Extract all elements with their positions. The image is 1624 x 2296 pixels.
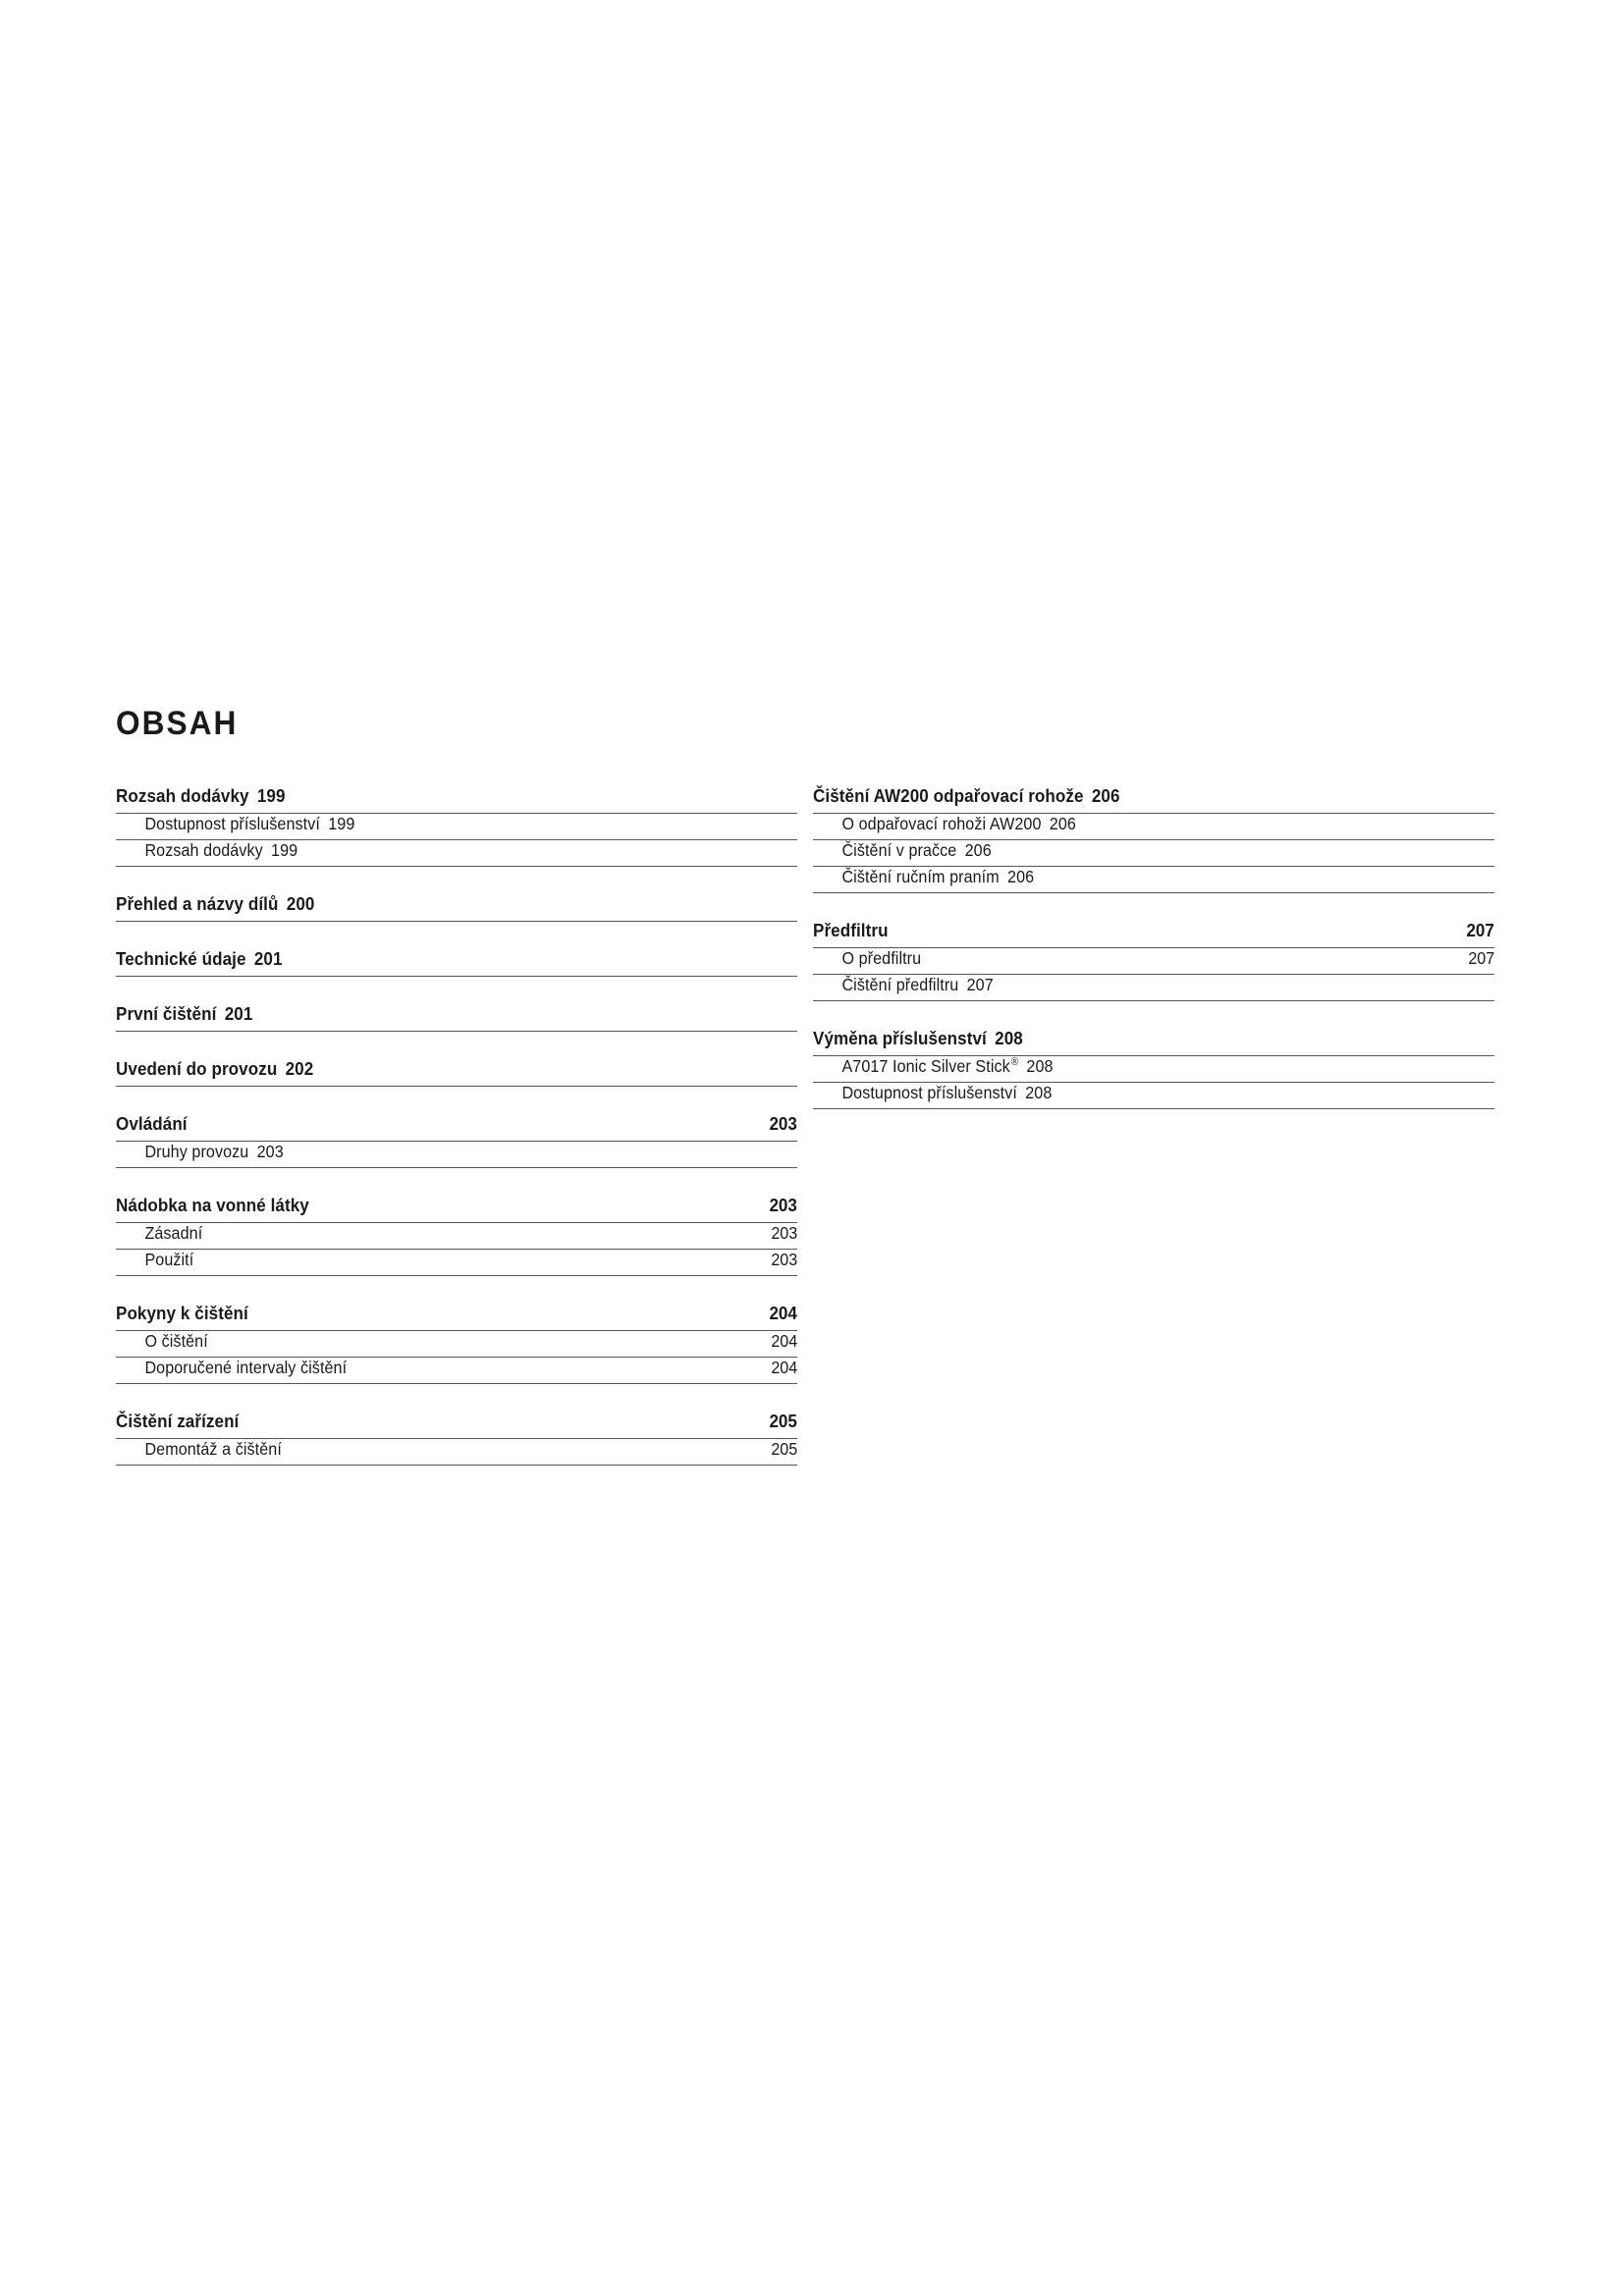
toc-page-number: 201 (224, 1003, 253, 1024)
toc-page-number: 203 (771, 1250, 797, 1269)
left-column: Rozsah dodávky 199 Dostupnost příslušenstv… (116, 785, 797, 1466)
toc-entry-label: Přehled a názvy dílů 200 (116, 893, 315, 914)
toc-page-number: 208 (995, 1028, 1023, 1048)
toc-page-number: 206 (1049, 814, 1076, 833)
toc-entry-heading[interactable]: Technické údaje 201 (116, 948, 797, 977)
toc-entry-heading[interactable]: První čištění 201 (116, 1003, 797, 1032)
toc-page-number: 206 (1007, 867, 1035, 886)
toc-entry-label: První čištění 201 (116, 1003, 253, 1024)
toc-entry-label: Dostupnost příslušenství 208 (841, 1083, 1053, 1102)
toc-page-number: 208 (1026, 1056, 1054, 1076)
right-column: Čištění AW200 odpařovací rohože 206 O odpa… (813, 785, 1494, 1466)
toc-entry-label: Čištění v pračce 206 (841, 840, 992, 860)
toc-entry-label: Doporučené intervaly čištění (144, 1358, 348, 1377)
toc-page-number: 203 (769, 1195, 797, 1215)
page-title: OBSAH (116, 705, 239, 742)
toc-entry-heading[interactable]: Pokyny k čištění 204 (116, 1303, 797, 1331)
toc-page-number: 203 (771, 1223, 797, 1243)
toc-entry-label: Čištění AW200 odpařovací rohože 206 (813, 785, 1120, 806)
toc-page-number: 207 (966, 975, 994, 994)
toc-entry-heading[interactable]: Uvedení do provozu 202 (116, 1058, 797, 1087)
toc-entry-label: Zásadní (144, 1223, 203, 1243)
toc-entry-sub[interactable]: A7017 Ionic Silver Stick® 208 (813, 1056, 1494, 1083)
toc-entry-label: Demontáž a čištění (144, 1439, 282, 1459)
toc-page-number: 207 (1468, 948, 1494, 968)
toc-entry-sub[interactable]: Dostupnost příslušenství 199 (116, 814, 797, 840)
toc-entry-label: Čištění předfiltru 207 (841, 975, 994, 994)
toc-entry-sub[interactable]: Použití 203 (116, 1250, 797, 1276)
toc-entry-sub[interactable]: Rozsah dodávky 199 (116, 840, 797, 867)
toc-group: Nádobka na vonné látky 203 Zásadní 203 Použi… (116, 1195, 797, 1276)
toc-entry-sub[interactable]: Čištění ručním praním 206 (813, 867, 1494, 893)
toc-page-number: 204 (771, 1331, 797, 1351)
toc-page-number: 207 (1466, 920, 1494, 940)
toc-page-number: 206 (964, 840, 992, 860)
toc-group: Předfiltru 207 O předfiltru 207 Čištění před… (813, 920, 1494, 1001)
toc-entry-sub[interactable]: Doporučené intervaly čištění 204 (116, 1358, 797, 1384)
toc-entry-label: Druhy provozu 203 (144, 1142, 284, 1161)
toc-page-number: 208 (1025, 1083, 1053, 1102)
toc-entry-label: A7017 Ionic Silver Stick® 208 (841, 1056, 1054, 1076)
toc-columns: Rozsah dodávky 199 Dostupnost příslušenstv… (116, 785, 1494, 1466)
toc-group: Čištění zařízení 205 Demontáž a čištění 205 (116, 1411, 797, 1466)
toc-entry-heading[interactable]: Rozsah dodávky 199 (116, 785, 797, 814)
toc-group: Čištění AW200 odpařovací rohože 206 O odpa… (813, 785, 1494, 893)
toc-entry-sub[interactable]: O čištění 204 (116, 1331, 797, 1358)
toc-entry-sub[interactable]: Demontáž a čištění 205 (116, 1439, 797, 1466)
toc-entry-sub[interactable]: O odpařovací rohoži AW200 206 (813, 814, 1494, 840)
toc-entry-heading[interactable]: Čištění AW200 odpařovací rohože 206 (813, 785, 1494, 814)
toc-page-number: 204 (771, 1358, 797, 1377)
toc-page-number: 200 (286, 893, 315, 914)
toc-entry-sub[interactable]: Druhy provozu 203 (116, 1142, 797, 1168)
toc-entry-heading[interactable]: Čištění zařízení 205 (116, 1411, 797, 1439)
toc-entry-sub[interactable]: Zásadní 203 (116, 1223, 797, 1250)
toc-entry-label: Čištění zařízení (116, 1411, 240, 1431)
toc-group: Pokyny k čištění 204 O čištění 204 Doporučen… (116, 1303, 797, 1384)
toc-entry-label: Předfiltru (813, 920, 889, 940)
toc-page-number: 199 (256, 785, 286, 806)
toc-entry-label: Uvedení do provozu 202 (116, 1058, 314, 1079)
toc-group: První čištění 201 (116, 1003, 797, 1032)
toc-entry-label: Rozsah dodávky 199 (116, 785, 286, 806)
toc-page-number: 205 (771, 1439, 797, 1459)
toc-group: Výměna příslušenství 208 A7017 Ionic Silve… (813, 1028, 1494, 1109)
toc-entry-heading[interactable]: Přehled a názvy dílů 200 (116, 893, 797, 922)
toc-entry-label: Čištění ručním praním 206 (841, 867, 1035, 886)
toc-entry-label: Pokyny k čištění (116, 1303, 248, 1323)
registered-trademark-icon: ® (1010, 1056, 1019, 1069)
toc-entry-heading[interactable]: Ovládání 203 (116, 1113, 797, 1142)
toc-entry-label: Rozsah dodávky 199 (144, 840, 298, 860)
toc-page-number: 199 (271, 840, 298, 860)
toc-entry-label: Dostupnost příslušenství 199 (144, 814, 355, 833)
toc-entry-label: O čištění (144, 1331, 208, 1351)
toc-entry-label: O odpařovací rohoži AW200 206 (841, 814, 1076, 833)
toc-page-number: 199 (328, 814, 355, 833)
toc-entry-label: Nádobka na vonné látky (116, 1195, 309, 1215)
toc-group: Rozsah dodávky 199 Dostupnost příslušenstv… (116, 785, 797, 867)
toc-entry-sub[interactable]: Čištění v pračce 206 (813, 840, 1494, 867)
toc-entry-label: Použití (144, 1250, 194, 1269)
toc-page-number: 203 (256, 1142, 284, 1161)
toc-page-number: 204 (769, 1303, 797, 1323)
toc-entry-sub[interactable]: O předfiltru 207 (813, 948, 1494, 975)
toc-group: Přehled a názvy dílů 200 (116, 893, 797, 922)
toc-page-number: 202 (285, 1058, 314, 1079)
toc-entry-label: O předfiltru (841, 948, 922, 968)
toc-entry-heading[interactable]: Nádobka na vonné látky 203 (116, 1195, 797, 1223)
toc-group: Ovládání 203 Druhy provozu 203 (116, 1113, 797, 1168)
toc-group: Uvedení do provozu 202 (116, 1058, 797, 1087)
toc-entry-sub[interactable]: Čištění předfiltru 207 (813, 975, 1494, 1001)
toc-entry-label: Ovládání (116, 1113, 188, 1134)
toc-entry-label: Technické údaje 201 (116, 948, 283, 969)
toc-page-number: 206 (1091, 785, 1120, 806)
toc-page-number: 201 (253, 948, 283, 969)
toc-entry-heading[interactable]: Předfiltru 207 (813, 920, 1494, 948)
toc-entry-sub[interactable]: Dostupnost příslušenství 208 (813, 1083, 1494, 1109)
toc-page-number: 203 (769, 1113, 797, 1134)
toc-group: Technické údaje 201 (116, 948, 797, 977)
toc-entry-label: Výměna příslušenství 208 (813, 1028, 1023, 1048)
toc-entry-heading[interactable]: Výměna příslušenství 208 (813, 1028, 1494, 1056)
toc-page-number: 205 (769, 1411, 797, 1431)
